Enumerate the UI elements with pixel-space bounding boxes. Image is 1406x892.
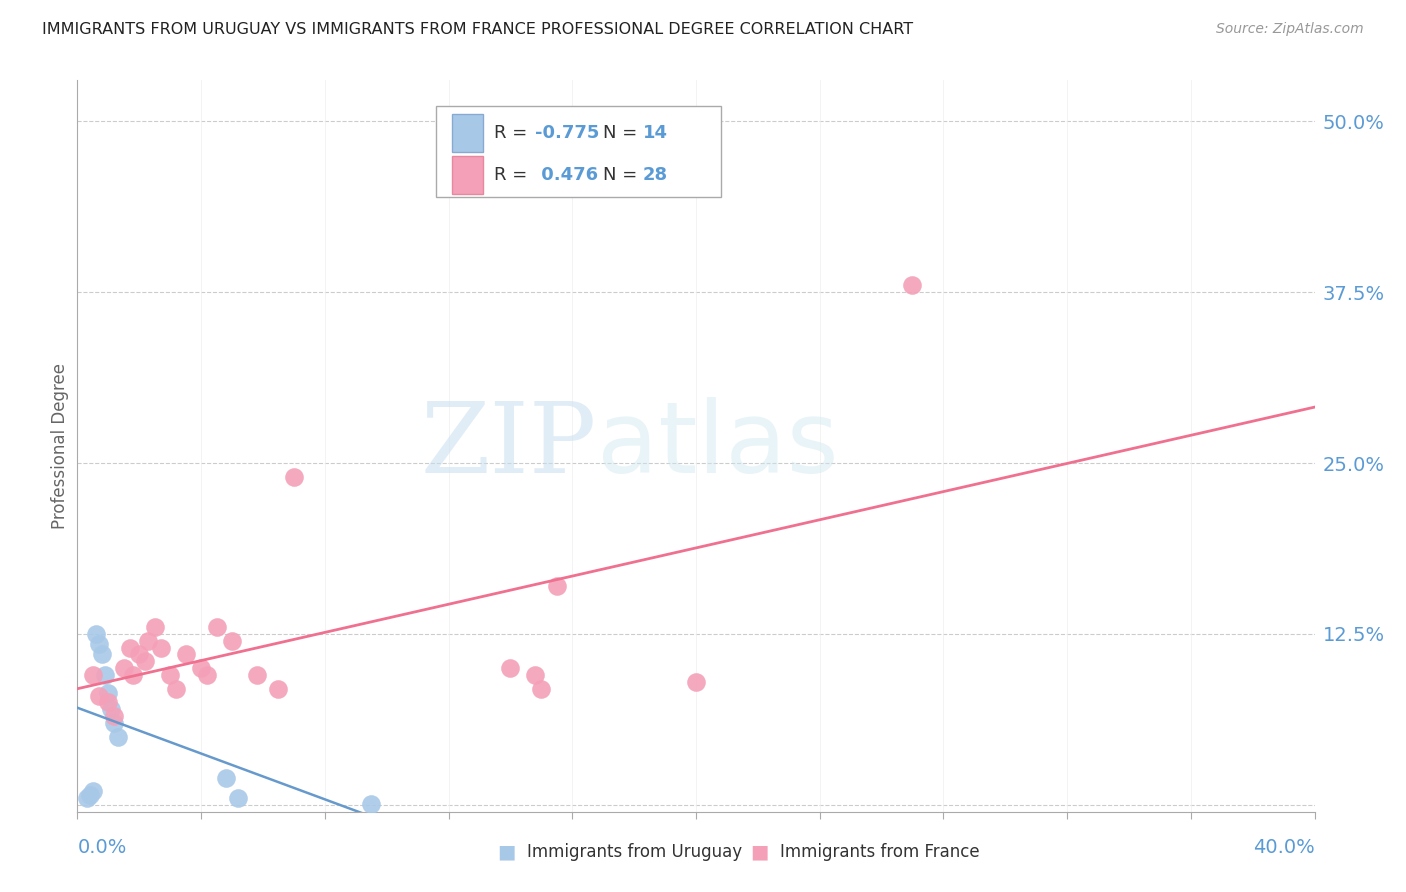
Text: 0.0%: 0.0% [77, 838, 127, 857]
Point [159, 668, 181, 682]
Point [524, 668, 547, 682]
Text: R =: R = [495, 124, 533, 142]
Text: Immigrants from Uruguay: Immigrants from Uruguay [527, 843, 742, 861]
Point [685, 674, 707, 689]
Point [97, 695, 120, 709]
Point [190, 661, 212, 675]
Text: N =: N = [603, 124, 643, 142]
Bar [453, 114, 484, 153]
Point [226, 791, 249, 805]
Point [195, 668, 218, 682]
Point [112, 661, 135, 675]
Point [100, 702, 122, 716]
Point [143, 620, 166, 634]
Text: ZIP: ZIP [420, 398, 598, 494]
Point [82, 668, 104, 682]
Text: 0.476: 0.476 [536, 166, 598, 184]
Point [97, 686, 120, 700]
Point [79, 789, 101, 803]
Point [215, 771, 238, 785]
Point [84, 627, 107, 641]
Point [901, 278, 924, 293]
FancyBboxPatch shape [436, 106, 721, 197]
Point [283, 469, 305, 483]
Text: IMMIGRANTS FROM URUGUAY VS IMMIGRANTS FROM FRANCE PROFESSIONAL DEGREE CORRELATIO: IMMIGRANTS FROM URUGUAY VS IMMIGRANTS FR… [42, 22, 914, 37]
Point [149, 640, 172, 655]
Point [138, 633, 160, 648]
Point [174, 648, 197, 662]
Point [221, 633, 243, 648]
Text: Immigrants from France: Immigrants from France [780, 843, 980, 861]
Point [499, 661, 522, 675]
Text: 40.0%: 40.0% [1253, 838, 1315, 857]
Text: 14: 14 [643, 124, 668, 142]
Text: atlas: atlas [598, 398, 838, 494]
Point [103, 709, 125, 723]
Point [267, 681, 290, 696]
Point [76, 791, 98, 805]
Point [107, 730, 129, 744]
Point [94, 668, 117, 682]
Point [87, 689, 110, 703]
Point [530, 681, 553, 696]
Text: ■: ■ [749, 842, 769, 862]
Point [103, 715, 125, 730]
Y-axis label: Professional Degree: Professional Degree [51, 363, 69, 529]
Point [82, 784, 104, 798]
Text: R =: R = [495, 166, 533, 184]
Point [360, 797, 382, 811]
Point [134, 654, 156, 668]
Bar [453, 156, 484, 194]
Point [122, 668, 145, 682]
Point [205, 620, 228, 634]
Text: -0.775: -0.775 [536, 124, 599, 142]
Point [128, 648, 150, 662]
Text: ■: ■ [496, 842, 516, 862]
Point [246, 668, 269, 682]
Point [87, 636, 110, 650]
Text: 28: 28 [643, 166, 668, 184]
Text: N =: N = [603, 166, 643, 184]
Point [91, 648, 114, 662]
Point [546, 579, 568, 593]
Point [118, 640, 141, 655]
Text: Source: ZipAtlas.com: Source: ZipAtlas.com [1216, 22, 1364, 37]
Point [165, 681, 187, 696]
